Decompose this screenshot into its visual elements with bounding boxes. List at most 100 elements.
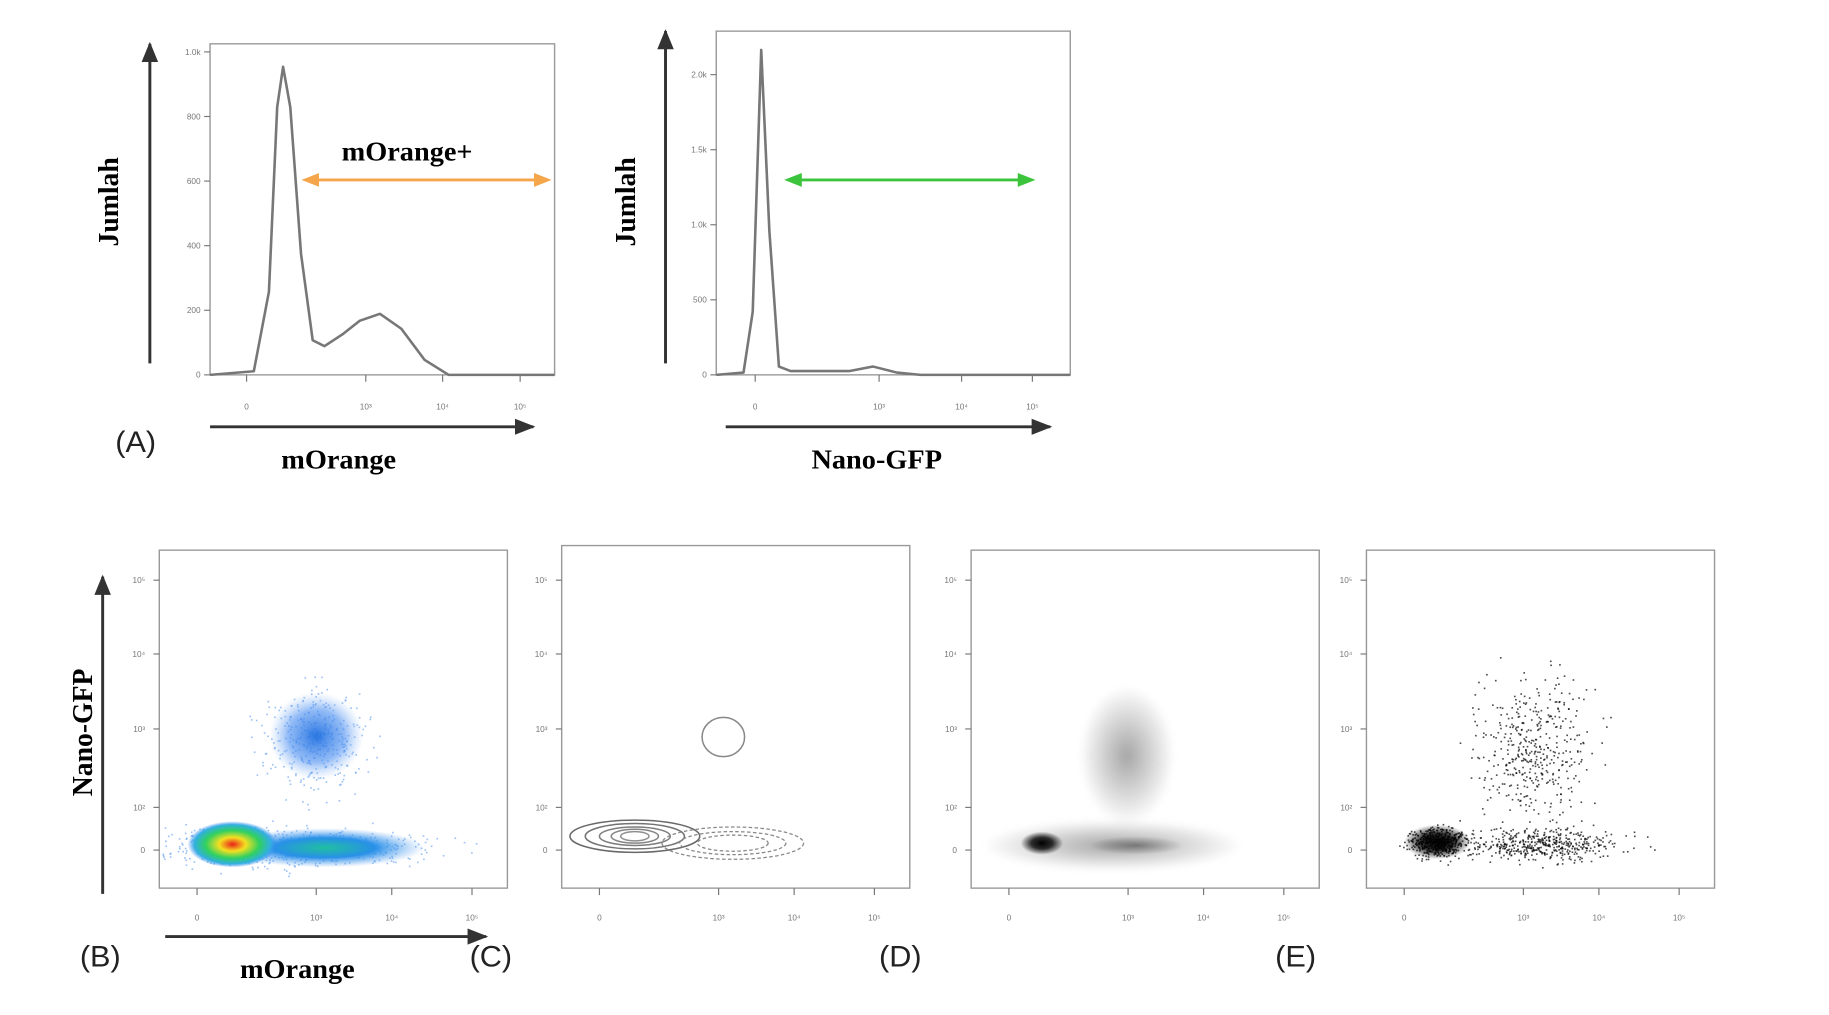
scatter-dot xyxy=(1509,737,1512,740)
scatter-dot xyxy=(1502,841,1505,843)
scatter-dot xyxy=(1503,847,1506,850)
scatter-dot xyxy=(1532,764,1534,767)
scatter-dot xyxy=(1500,727,1502,730)
scatter-dot xyxy=(1556,863,1559,866)
density-core xyxy=(1404,824,1471,860)
scatter-dot xyxy=(1552,781,1554,783)
density-plot xyxy=(569,716,805,860)
histogram-line xyxy=(209,65,555,377)
scatter-dot xyxy=(184,857,186,859)
scatter-dot xyxy=(1530,847,1532,850)
scatter-dot xyxy=(1530,729,1532,732)
scatter-dot xyxy=(1569,751,1572,753)
scatter-dot xyxy=(250,719,253,721)
x-tick-label: 10⁴ xyxy=(1593,914,1606,923)
scatter-dot xyxy=(1567,838,1569,840)
scatter-dot xyxy=(1528,805,1531,807)
scatter-dot xyxy=(1580,831,1583,834)
scatter-dot xyxy=(1527,845,1529,848)
scatter-dot xyxy=(1477,845,1479,848)
scatter-dot xyxy=(424,841,427,844)
scatter-dot xyxy=(1535,778,1537,781)
scatter-dot xyxy=(1554,751,1556,754)
scatter-dot xyxy=(1564,717,1567,720)
scatter-dot xyxy=(164,827,167,829)
scatter-dot xyxy=(1548,737,1551,739)
scatter-dot xyxy=(1561,764,1563,767)
y-tick-label: 10² xyxy=(1340,803,1352,812)
scatter-dot xyxy=(1524,739,1527,742)
scatter-dot xyxy=(1500,748,1503,750)
scatter-dot xyxy=(167,835,170,838)
scatter-dot xyxy=(1522,845,1525,848)
scatter-dot xyxy=(287,776,290,778)
scatter-dot xyxy=(409,858,411,860)
scatter-dot xyxy=(266,772,269,775)
scatter-dot xyxy=(1571,847,1574,850)
scatter-dot xyxy=(1530,750,1533,753)
scatter-dot xyxy=(1542,753,1545,755)
scatter-dot xyxy=(338,784,341,786)
density-band xyxy=(1089,836,1184,855)
scatter-dot xyxy=(1587,842,1590,845)
scatter-dot xyxy=(1505,795,1508,797)
x-tick-label: 10⁴ xyxy=(436,403,449,412)
scatter-dot xyxy=(307,803,309,806)
panel-label: (D) xyxy=(879,941,922,974)
scatter-dot xyxy=(1527,838,1530,840)
scatter-dot xyxy=(1568,692,1571,695)
scatter-dot xyxy=(1574,848,1576,851)
scatter-dot xyxy=(1525,730,1528,733)
scatter-dot xyxy=(1551,778,1554,781)
scatter-dot xyxy=(1563,841,1566,844)
scatter-dot xyxy=(1529,821,1531,823)
scatter-dot xyxy=(1602,837,1604,839)
scatter-dot xyxy=(1585,841,1588,843)
scatter-dot xyxy=(1554,715,1557,718)
x-axis-label: mOrange xyxy=(240,954,355,985)
scatter-dot xyxy=(1553,838,1556,841)
scatter-dot xyxy=(1519,799,1522,802)
scatter-dot xyxy=(1470,837,1473,840)
scatter-dot xyxy=(1522,702,1525,704)
scatter-dot xyxy=(1541,767,1544,770)
scatter-dot xyxy=(1509,773,1512,776)
scatter-dot xyxy=(1403,846,1405,849)
scatter-dot xyxy=(1504,733,1507,735)
scatter-dot xyxy=(442,854,445,857)
scatter-dot xyxy=(1592,850,1595,852)
scatter-dot xyxy=(1515,703,1518,705)
scatter-dot xyxy=(1558,683,1560,686)
scatter-dot xyxy=(1524,678,1527,681)
scatter-dot xyxy=(1559,813,1561,816)
scatter-dot xyxy=(1581,857,1583,860)
scatter-dot xyxy=(1492,835,1494,838)
scatter-dot xyxy=(263,732,266,734)
scatter-dot xyxy=(1572,679,1575,681)
scatter-dot xyxy=(1565,844,1568,846)
scatter-dot xyxy=(1510,850,1513,853)
scatter-dot xyxy=(252,868,255,871)
scatter-dot xyxy=(1483,687,1486,690)
scatter-dot xyxy=(1515,834,1517,837)
scatter-dot xyxy=(1563,739,1566,742)
scatter-dot xyxy=(1507,717,1510,720)
scatter-dot xyxy=(1550,854,1553,857)
scatter-dot xyxy=(1509,836,1512,839)
scatter-dot xyxy=(1545,844,1548,847)
scatter-dot xyxy=(1416,857,1419,860)
scatter-dot xyxy=(1519,841,1521,844)
scatter-dot xyxy=(423,858,425,861)
scatter-dot xyxy=(1532,836,1535,838)
scatter-dot xyxy=(1540,757,1542,759)
scatter-dot xyxy=(1539,720,1541,723)
scatter-dot xyxy=(1555,821,1558,824)
scatter-dot xyxy=(1538,722,1540,725)
scatter-dot xyxy=(454,837,457,840)
y-tick-label: 10⁵ xyxy=(133,576,146,585)
scatter-dot xyxy=(185,852,187,855)
scatter-dot xyxy=(1511,758,1513,760)
scatter-dot xyxy=(1535,828,1537,831)
scatter-dot xyxy=(1568,840,1571,843)
scatter-dot xyxy=(1549,779,1551,782)
